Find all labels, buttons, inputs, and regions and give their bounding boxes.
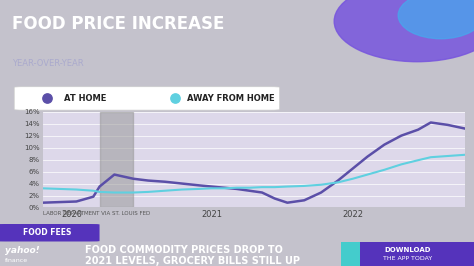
Text: finance: finance: [5, 257, 28, 263]
FancyBboxPatch shape: [14, 87, 280, 110]
Point: [172, 96, 179, 101]
Ellipse shape: [334, 0, 474, 62]
Text: LABOR DEPARTMENT VIA ST. LOUIS FED: LABOR DEPARTMENT VIA ST. LOUIS FED: [43, 211, 150, 216]
Text: AWAY FROM HOME: AWAY FROM HOME: [187, 94, 275, 103]
Point: [44, 96, 51, 101]
Bar: [341, 242, 474, 266]
Text: THE APP TODAY: THE APP TODAY: [383, 256, 432, 261]
Ellipse shape: [398, 0, 474, 39]
Text: DOWNLOAD: DOWNLOAD: [384, 247, 431, 253]
Text: YEAR-OVER-YEAR: YEAR-OVER-YEAR: [12, 59, 83, 68]
Bar: [341, 242, 360, 266]
Text: AT HOME: AT HOME: [64, 94, 106, 103]
Text: FOOD COMMODITY PRICES DROP TO: FOOD COMMODITY PRICES DROP TO: [85, 246, 283, 255]
Text: FOOD PRICE INCREASE: FOOD PRICE INCREASE: [12, 15, 224, 33]
Text: yahoo!: yahoo!: [5, 246, 39, 255]
Text: FOOD FEES: FOOD FEES: [23, 228, 72, 237]
Text: 2021 LEVELS, GROCERY BILLS STILL UP: 2021 LEVELS, GROCERY BILLS STILL UP: [85, 256, 301, 266]
FancyBboxPatch shape: [0, 224, 100, 242]
Bar: [100, 112, 133, 207]
